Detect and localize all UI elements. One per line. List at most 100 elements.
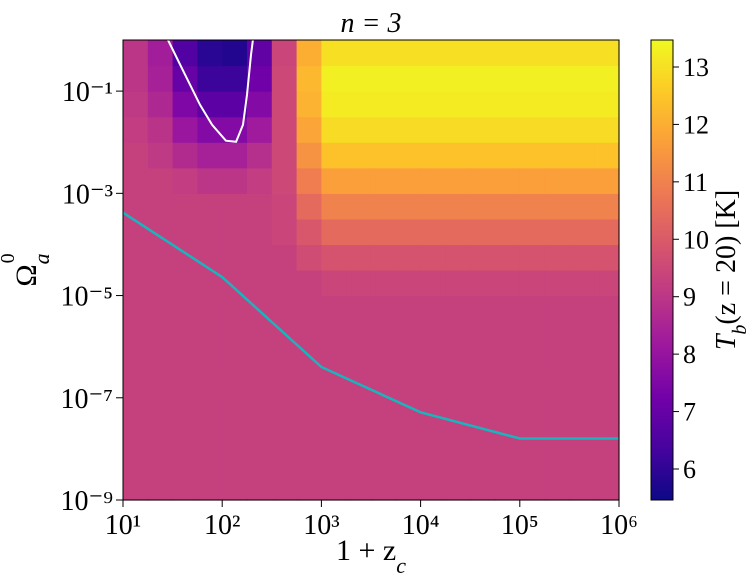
heatmap-cell [395, 244, 422, 271]
heatmap-cell [395, 65, 422, 92]
heatmap-cell [519, 167, 546, 194]
heatmap-cell [544, 167, 571, 194]
heatmap-cell [420, 321, 447, 348]
heatmap-cell [271, 91, 298, 118]
heatmap-cell [246, 142, 273, 169]
heatmap-cell [470, 193, 496, 220]
heatmap-cell [594, 321, 620, 348]
heatmap-cell [346, 167, 372, 194]
heatmap-cell [172, 167, 198, 194]
y-tick-label: 10⁻³ [62, 179, 113, 210]
heatmap-cell [246, 346, 273, 373]
heatmap-cell [246, 423, 273, 450]
x-tick-label: 10³ [303, 510, 339, 541]
heatmap-cell [296, 218, 322, 246]
heatmap-cell [519, 448, 546, 476]
heatmap-cell [370, 295, 397, 322]
heatmap-cell [494, 448, 521, 476]
heatmap-cell [370, 40, 397, 67]
x-tick-label: 10⁴ [402, 510, 440, 541]
y-tick-label: 10⁻¹ [62, 77, 113, 108]
heatmap-cell [172, 65, 198, 92]
heatmap-cell [569, 142, 595, 169]
heatmap-cell [172, 193, 198, 220]
heatmap-cell [296, 397, 322, 424]
heatmap-cell [445, 346, 471, 373]
heatmap-cell [346, 346, 372, 373]
heatmap-cell [445, 321, 471, 348]
heatmap-cell [296, 193, 322, 220]
x-label-main: 1 + z [336, 534, 396, 567]
heatmap-cell [222, 448, 248, 476]
heatmap-cell [172, 91, 198, 118]
heatmap-cell [519, 40, 546, 67]
heatmap-cell [519, 295, 546, 322]
heatmap-cell [197, 423, 223, 450]
heatmap-cell [271, 40, 298, 67]
heatmap-cell [370, 346, 397, 373]
heatmap [123, 40, 620, 501]
heatmap-cell [420, 65, 447, 92]
heatmap-cell [147, 448, 174, 476]
heatmap-cell [123, 372, 149, 399]
heatmap-cell [197, 397, 223, 424]
heatmap-cell [420, 91, 447, 118]
heatmap-cell [544, 65, 571, 92]
heatmap-cell [123, 142, 149, 169]
heatmap-cell [395, 346, 422, 373]
heatmap-cell [494, 346, 521, 373]
heatmap-cell [370, 116, 397, 143]
y-label-sub: a [29, 253, 54, 264]
heatmap-cell [123, 218, 149, 246]
heatmap-cell [569, 40, 595, 67]
x-label-sub: c [396, 553, 406, 578]
heatmap-cell [296, 40, 322, 67]
heatmap-cell [544, 346, 571, 373]
heatmap-cell [123, 91, 149, 118]
colorbar-label-main: T [711, 332, 742, 350]
heatmap-cell [470, 91, 496, 118]
contour-line [122, 211, 619, 440]
heatmap-cell [222, 474, 248, 501]
heatmap-cell [569, 65, 595, 92]
heatmap-cell [271, 295, 298, 322]
heatmap-cell [470, 167, 496, 194]
heatmap-cell [346, 295, 372, 322]
heatmap-cell [395, 116, 422, 143]
heatmap-cell [222, 244, 248, 271]
heatmap-cell [321, 116, 347, 143]
heatmap-cell [445, 448, 471, 476]
heatmap-cell [445, 193, 471, 220]
heatmap-cell [246, 116, 273, 143]
contour-line [167, 39, 254, 143]
heatmap-cell [569, 270, 595, 297]
heatmap-cell [296, 372, 322, 399]
heatmap-cell [346, 448, 372, 476]
heatmap-cell [519, 91, 546, 118]
heatmap-cell [296, 423, 322, 450]
heatmap-cell [420, 270, 447, 297]
heatmap-cell [544, 295, 571, 322]
heatmap-cell [222, 372, 248, 399]
heatmap-cell [222, 91, 248, 118]
heatmap-cell [445, 167, 471, 194]
heatmap-cell [246, 474, 273, 501]
heatmap-cell [123, 116, 149, 143]
heatmap-cell [271, 423, 298, 450]
heatmap-cell [594, 167, 620, 194]
heatmap-cell [420, 423, 447, 450]
heatmap-cell [370, 321, 397, 348]
heatmap-cell [594, 372, 620, 399]
heatmap-cell [321, 91, 347, 118]
heatmap-cell [519, 372, 546, 399]
heatmap-cell [197, 295, 223, 322]
heatmap-cell [271, 346, 298, 373]
heatmap-cell [172, 474, 198, 501]
heatmap-cell [172, 372, 198, 399]
heatmap-cell [569, 474, 595, 501]
heatmap-cell [445, 218, 471, 246]
heatmap-cell [445, 40, 471, 67]
heatmap-cell [544, 91, 571, 118]
heatmap-cell [296, 321, 322, 348]
heatmap-cell [246, 218, 273, 246]
